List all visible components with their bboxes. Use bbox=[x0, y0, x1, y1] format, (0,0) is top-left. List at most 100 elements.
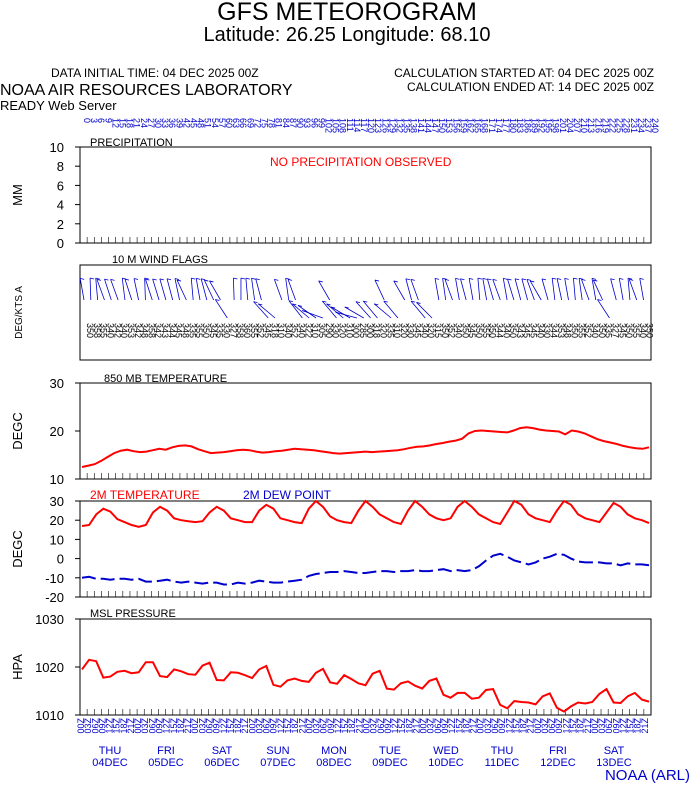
wind-direction-label: 350 bbox=[570, 323, 580, 338]
wind-direction-label: 344 bbox=[549, 323, 559, 338]
wind-flag bbox=[460, 278, 467, 301]
wind-flag bbox=[145, 278, 153, 301]
wind-flag bbox=[573, 278, 576, 301]
wind-flag bbox=[374, 279, 385, 301]
bottom-hour-label: 09Z bbox=[554, 718, 564, 734]
wind-flag-barb bbox=[215, 299, 220, 301]
precip-title: PRECIPITATION bbox=[90, 137, 173, 149]
initial-time: DATA INITIAL TIME: 04 DEC 2025 00Z bbox=[51, 66, 259, 80]
bottom-hour-label: 00Z bbox=[362, 718, 372, 734]
bottom-hour-label: 15Z bbox=[169, 718, 179, 734]
wind-direction-label: 355 bbox=[481, 323, 491, 338]
wind-flag bbox=[152, 278, 160, 301]
top-hour-label: 240 bbox=[650, 118, 660, 133]
wind-flag bbox=[288, 300, 303, 319]
day-date-label: 07DEC bbox=[260, 757, 296, 769]
bottom-hour-label: 21Z bbox=[183, 718, 193, 734]
wind-direction-label: 343 bbox=[160, 323, 170, 338]
credit-label: NOAA (ARL) bbox=[604, 767, 690, 784]
bottom-hour-label: 06Z bbox=[547, 718, 557, 734]
bottom-hour-label: 12Z bbox=[162, 718, 172, 734]
wind-direction-label: 327 bbox=[610, 323, 620, 338]
wind-flag-barb bbox=[144, 277, 149, 280]
bottom-hour-label: 12Z bbox=[618, 718, 628, 734]
bottom-hour-label: 00Z bbox=[247, 718, 257, 734]
top-hour-label: 159 bbox=[458, 118, 468, 133]
temp-series-label: 2M TEMPERATURE bbox=[90, 488, 200, 502]
top-hour-label: 93 bbox=[302, 118, 312, 128]
wind-flag bbox=[514, 278, 522, 301]
wind-flag-barb bbox=[434, 277, 440, 280]
bottom-hour-label: 09Z bbox=[97, 718, 107, 734]
wind-flag bbox=[551, 278, 556, 301]
wind-direction-label: 345 bbox=[413, 323, 423, 338]
wind-flag-barb bbox=[152, 278, 157, 281]
wind-direction-label: 342 bbox=[133, 323, 143, 338]
day-date-label: 12DEC bbox=[540, 757, 576, 769]
wind-flag bbox=[468, 278, 474, 301]
top-hour-label: 228 bbox=[622, 118, 632, 133]
wind-flag bbox=[597, 299, 610, 319]
bottom-hour-label: 09Z bbox=[497, 718, 507, 734]
top-hour-label: 45 bbox=[189, 118, 199, 128]
wind-flag bbox=[344, 306, 364, 319]
day-of-week-label: FRI bbox=[157, 745, 175, 757]
bottom-hour-label: 03Z bbox=[483, 718, 493, 734]
wind-flag bbox=[362, 300, 378, 319]
bottom-hour-label: 09Z bbox=[212, 718, 222, 734]
day-of-week-label: WED bbox=[433, 745, 459, 757]
wind-flag-barb bbox=[405, 278, 410, 281]
lab-name: NOAA AIR RESOURCES LABORATORY bbox=[0, 82, 293, 99]
msl-title: MSL PRESSURE bbox=[90, 608, 176, 620]
wind-flag bbox=[591, 278, 597, 301]
bottom-hour-label: 06Z bbox=[433, 718, 443, 734]
wind-direction-label: 335 bbox=[385, 323, 395, 338]
wind-direction-label: 320 bbox=[337, 323, 347, 338]
y-axis-label-precip: MM bbox=[10, 184, 25, 206]
wind-direction-label: 355 bbox=[249, 323, 259, 338]
wind-flag bbox=[190, 278, 194, 301]
no-precip-annotation: NO PRECIPITATION OBSERVED bbox=[270, 155, 452, 169]
bottom-hour-label: 06Z bbox=[204, 718, 214, 734]
bottom-hour-label: 18Z bbox=[633, 718, 643, 734]
wind-direction-label: 300 bbox=[351, 323, 361, 338]
wind-flag-barb bbox=[552, 277, 557, 280]
bottom-hour-label: 12Z bbox=[447, 718, 457, 734]
wind-flag-barb bbox=[204, 279, 209, 282]
top-hour-label: 111 bbox=[345, 118, 355, 132]
bottom-hour-label: 03Z bbox=[597, 718, 607, 734]
bottom-hour-label: 15Z bbox=[283, 718, 293, 734]
wind-flag bbox=[434, 278, 440, 301]
bottom-hour-label: 15Z bbox=[511, 718, 521, 734]
top-hour-label: 201 bbox=[558, 118, 568, 133]
top-hour-label: 99 bbox=[316, 118, 326, 128]
top-hour-label: 231 bbox=[629, 118, 639, 133]
top-hour-label: 27 bbox=[146, 118, 156, 128]
panel-frame-t850 bbox=[79, 382, 652, 480]
t850-title: 850 MB TEMPERATURE bbox=[104, 373, 227, 385]
day-of-week-label: SUN bbox=[266, 745, 289, 757]
wind-direction-label: 350 bbox=[85, 323, 95, 338]
wind-direction-label: 340 bbox=[297, 323, 307, 338]
top-hour-label: 15 bbox=[118, 118, 128, 128]
wind-flag-barb bbox=[166, 278, 172, 281]
bottom-hour-label: 00Z bbox=[190, 718, 200, 734]
wind-flag-barb bbox=[330, 306, 336, 309]
y-tick-label-precip: 8 bbox=[57, 159, 64, 174]
wind-flag bbox=[541, 278, 549, 301]
wind-flag bbox=[322, 300, 337, 319]
y-tick-label-msl: 1020 bbox=[35, 660, 64, 675]
bottom-hour-label: 00Z bbox=[76, 718, 86, 734]
bottom-hour-label: 00Z bbox=[304, 718, 314, 734]
wind-flag-barb bbox=[514, 278, 520, 281]
day-of-week-label: MON bbox=[321, 745, 347, 757]
wind-direction-label: 335 bbox=[215, 323, 225, 338]
wind-flag bbox=[285, 278, 290, 301]
top-hour-label: 72 bbox=[252, 118, 262, 128]
top-hour-label: 24 bbox=[139, 118, 149, 128]
wind-flag bbox=[442, 278, 447, 301]
bottom-hour-label: 12Z bbox=[504, 718, 514, 734]
wind-direction-label: 350 bbox=[201, 323, 211, 338]
wind-flag bbox=[200, 278, 208, 301]
wind-direction-label: 350 bbox=[488, 323, 498, 338]
